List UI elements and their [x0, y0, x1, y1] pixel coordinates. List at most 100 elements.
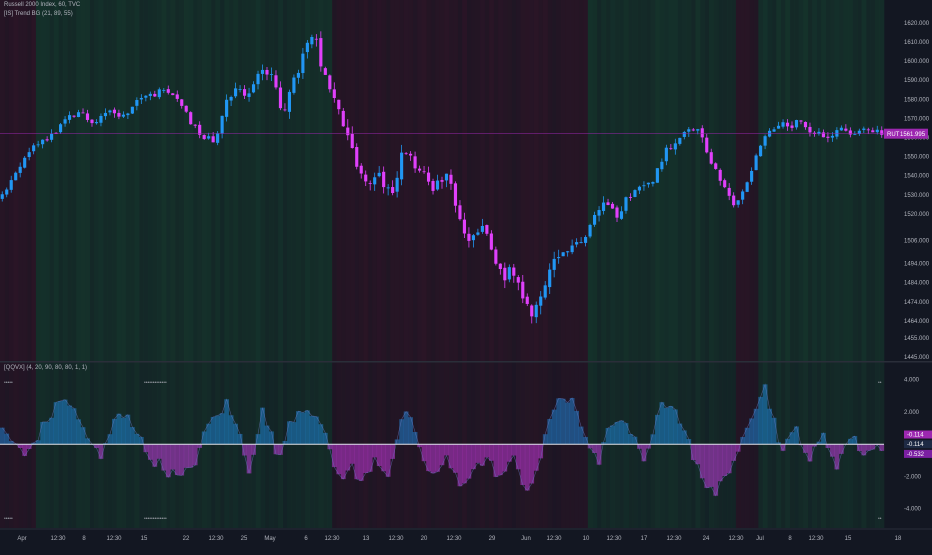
osc-zone-1 [58, 362, 64, 528]
candle-body [242, 89, 247, 96]
candle [521, 275, 525, 304]
candle-body [458, 205, 462, 220]
candle-body [67, 115, 72, 120]
candle [171, 93, 175, 96]
trend-zone-0 [31, 0, 37, 361]
trend-zone-5 [866, 0, 871, 361]
candle [332, 82, 336, 103]
osc-zone-1 [179, 362, 185, 528]
osc-zone-2 [547, 362, 553, 528]
candle [139, 94, 143, 104]
candle [512, 263, 516, 283]
osc-zone-5 [821, 362, 826, 528]
trend-zone-2 [484, 0, 490, 361]
osc-zone-2 [403, 362, 409, 528]
candle [5, 187, 9, 198]
osc-zone-2 [533, 362, 539, 528]
candle [184, 105, 188, 113]
osc-zone-4 [740, 362, 746, 528]
price-tick-label: 1445.000 [904, 355, 930, 361]
candle-body [220, 115, 224, 134]
trend-zone-1 [80, 0, 86, 361]
candle-body [566, 251, 570, 253]
candle-body [763, 136, 767, 146]
price-tick-label: 1520.000 [904, 212, 930, 218]
trend-zone-3 [708, 0, 714, 361]
osc-zone-1 [215, 362, 221, 528]
osc-zone-5 [866, 362, 871, 528]
osc-zone-2 [466, 362, 472, 528]
candle [682, 130, 686, 140]
candle-body [700, 128, 704, 138]
time-tick-label: 12:30 [388, 536, 404, 542]
osc-zone-5 [807, 362, 813, 528]
candle [494, 246, 498, 266]
last-price-symbol: RUT [887, 132, 900, 138]
osc-zone-3 [722, 362, 728, 528]
candle-body [561, 252, 565, 257]
candle [750, 167, 754, 185]
candle [45, 136, 49, 142]
trend-zone-1 [255, 0, 261, 361]
trend-zone-1 [183, 0, 189, 361]
osc-tick-label: 4.000 [904, 378, 920, 384]
osc-zone-1 [62, 362, 68, 528]
oscillator-axis: 4.000 2.000 -2.000 -4.000 -0.114 -0.114 -0.532 [904, 378, 932, 513]
trend-zone-1 [323, 0, 328, 361]
candle-body [853, 134, 857, 136]
osc-zone-1 [166, 362, 171, 528]
candle-body [727, 187, 731, 196]
osc-zone-2 [457, 362, 463, 528]
candle [292, 74, 296, 95]
candle-body [260, 69, 265, 74]
candle-body [314, 38, 318, 40]
trend-zone-2 [480, 0, 485, 361]
candle [59, 123, 63, 134]
trend-zone-3 [704, 0, 710, 361]
osc-zone-1 [233, 362, 239, 528]
candle [678, 137, 682, 146]
trend-zone-5 [839, 0, 844, 361]
candle [346, 119, 350, 141]
candle-body [202, 134, 206, 139]
trend-zone-2 [376, 0, 382, 361]
price-tick-label: 1530.000 [904, 193, 930, 199]
candle-body [619, 211, 624, 219]
candle [597, 206, 601, 222]
candle [234, 82, 238, 99]
osc-zone-2 [574, 362, 580, 528]
osc-zone-2 [516, 362, 521, 528]
osc-zone-2 [421, 362, 427, 528]
candle [198, 121, 202, 139]
candle-body [139, 97, 143, 100]
candle-body [278, 87, 283, 109]
osc-zone-4 [753, 362, 759, 528]
time-tick-label: Apr [17, 536, 26, 542]
candle [669, 144, 673, 150]
osc-zone-1 [53, 362, 59, 528]
candle-body [373, 177, 377, 185]
candle [14, 171, 18, 181]
last-price-badge [884, 128, 928, 139]
candle-body [184, 105, 188, 112]
trend-zone-1 [161, 0, 167, 361]
candle [373, 172, 377, 191]
last-price-value: 1561.995 [900, 132, 926, 138]
candle [651, 181, 655, 187]
candle-body [274, 75, 278, 88]
osc-zone-1 [71, 362, 77, 528]
candle [32, 143, 36, 155]
candle [90, 119, 94, 127]
trend-zone-1 [67, 0, 73, 361]
candle [153, 90, 157, 97]
trend-zone-5 [812, 0, 817, 361]
osc-zone-2 [462, 362, 467, 528]
candle-body [36, 144, 40, 146]
osc-zone-3 [731, 362, 737, 528]
trend-zone-2 [332, 0, 337, 361]
osc-zone-1 [296, 362, 301, 528]
osc-zone-2 [430, 362, 436, 528]
trend-zone-1 [264, 0, 270, 361]
